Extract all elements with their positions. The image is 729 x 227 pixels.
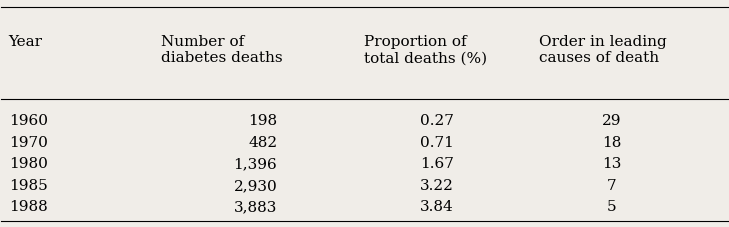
Text: 482: 482 bbox=[249, 135, 277, 149]
Text: Year: Year bbox=[9, 35, 43, 49]
Text: 3.84: 3.84 bbox=[420, 200, 454, 214]
Text: 1,396: 1,396 bbox=[233, 157, 277, 170]
Text: 0.71: 0.71 bbox=[420, 135, 454, 149]
Text: Number of
diabetes deaths: Number of diabetes deaths bbox=[161, 35, 283, 65]
Text: 1980: 1980 bbox=[9, 157, 47, 170]
Text: 1970: 1970 bbox=[9, 135, 47, 149]
Text: 29: 29 bbox=[601, 114, 621, 127]
Text: 3,883: 3,883 bbox=[234, 200, 277, 214]
Text: 13: 13 bbox=[601, 157, 621, 170]
Text: 5: 5 bbox=[607, 200, 616, 214]
Text: 198: 198 bbox=[249, 114, 277, 127]
Text: Order in leading
causes of death: Order in leading causes of death bbox=[539, 35, 666, 65]
Text: 1960: 1960 bbox=[9, 114, 47, 127]
Text: 2,930: 2,930 bbox=[233, 178, 277, 192]
Text: 1.67: 1.67 bbox=[420, 157, 454, 170]
Text: 1988: 1988 bbox=[9, 200, 47, 214]
Text: 18: 18 bbox=[601, 135, 621, 149]
Text: 0.27: 0.27 bbox=[420, 114, 454, 127]
Text: Proportion of
total deaths (%): Proportion of total deaths (%) bbox=[364, 35, 488, 65]
Text: 7: 7 bbox=[607, 178, 616, 192]
Text: 3.22: 3.22 bbox=[420, 178, 454, 192]
Text: 1985: 1985 bbox=[9, 178, 47, 192]
